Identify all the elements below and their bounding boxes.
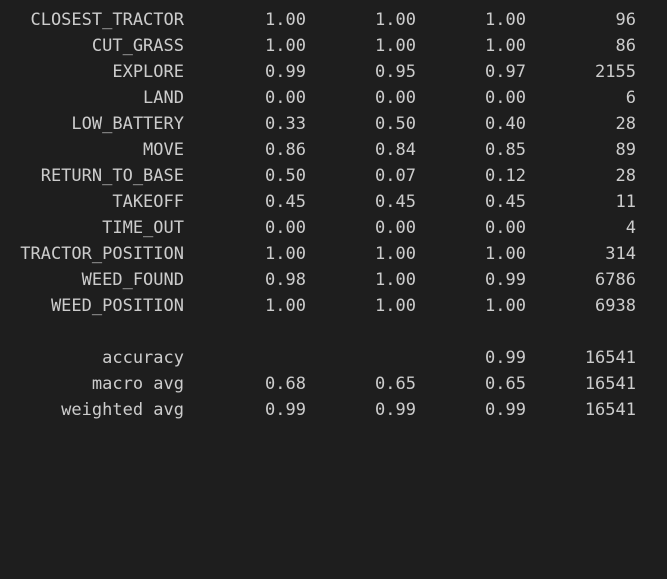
- recall-value: 0.45: [375, 192, 416, 212]
- report-row: EXPLORE 0.99 0.95 0.97 2155: [0, 59, 667, 85]
- report-row: CLOSEST_TRACTOR 1.00 1.00 1.00 96: [0, 7, 667, 33]
- class-label: CLOSEST_TRACTOR: [30, 10, 184, 30]
- f1-value: 0.99: [485, 400, 526, 420]
- f1-value: 0.00: [485, 88, 526, 108]
- summary-label: macro avg: [91, 374, 184, 394]
- support-value: 314: [605, 244, 636, 264]
- recall-value: 0.00: [375, 88, 416, 108]
- summary-label: weighted avg: [61, 400, 184, 420]
- recall-value: 1.00: [375, 10, 416, 30]
- f1-value: 0.99: [485, 270, 526, 290]
- f1-value: 0.97: [485, 62, 526, 82]
- support-value: 6938: [595, 296, 636, 316]
- class-label: EXPLORE: [112, 62, 184, 82]
- report-row: LOW_BATTERY 0.33 0.50 0.40 28: [0, 111, 667, 137]
- report-row: LAND 0.00 0.00 0.00 6: [0, 85, 667, 111]
- support-value: 89: [615, 140, 636, 160]
- precision-value: 1.00: [265, 244, 306, 264]
- support-value: 16541: [584, 374, 636, 394]
- class-label: TIME_OUT: [102, 218, 184, 238]
- support-value: 28: [615, 114, 636, 134]
- blank-line: [0, 319, 667, 345]
- precision-value: 0.86: [265, 140, 306, 160]
- precision-value: 0.50: [265, 166, 306, 186]
- summary-row-accuracy: accuracy 0.99 16541: [0, 345, 667, 371]
- recall-value: 1.00: [375, 296, 416, 316]
- precision-value: 0.33: [265, 114, 306, 134]
- f1-value: 1.00: [485, 36, 526, 56]
- class-label: CUT_GRASS: [91, 36, 184, 56]
- report-row: TRACTOR_POSITION 1.00 1.00 1.00 314: [0, 241, 667, 267]
- recall-value: 0.00: [375, 218, 416, 238]
- precision-value: 0.99: [265, 62, 306, 82]
- class-label: MOVE: [143, 140, 184, 160]
- report-row: RETURN_TO_BASE 0.50 0.07 0.12 28: [0, 163, 667, 189]
- class-label: WEED_POSITION: [50, 296, 184, 316]
- f1-value: 0.00: [485, 218, 526, 238]
- support-value: 86: [615, 36, 636, 56]
- report-row: CUT_GRASS 1.00 1.00 1.00 86: [0, 33, 667, 59]
- f1-value: 0.12: [485, 166, 526, 186]
- recall-value: 0.65: [375, 374, 416, 394]
- class-label: TAKEOFF: [112, 192, 184, 212]
- support-value: 28: [615, 166, 636, 186]
- precision-value: 1.00: [265, 296, 306, 316]
- support-value: 2155: [595, 62, 636, 82]
- support-value: 16541: [584, 400, 636, 420]
- recall-value: 1.00: [375, 270, 416, 290]
- precision-value: 0.00: [265, 88, 306, 108]
- precision-value: 0.00: [265, 218, 306, 238]
- f1-value: 0.65: [485, 374, 526, 394]
- report-row: WEED_POSITION 1.00 1.00 1.00 6938: [0, 293, 667, 319]
- support-value: 11: [615, 192, 636, 212]
- f1-value: 0.99: [485, 348, 526, 368]
- f1-value: 1.00: [485, 10, 526, 30]
- report-row: TAKEOFF 0.45 0.45 0.45 11: [0, 189, 667, 215]
- f1-value: 0.45: [485, 192, 526, 212]
- f1-value: 0.40: [485, 114, 526, 134]
- class-label: LAND: [143, 88, 184, 108]
- summary-label: accuracy: [102, 348, 184, 368]
- support-value: 96: [615, 10, 636, 30]
- report-row: TIME_OUT 0.00 0.00 0.00 4: [0, 215, 667, 241]
- class-label: WEED_FOUND: [81, 270, 184, 290]
- precision-value: 1.00: [265, 10, 306, 30]
- precision-value: 0.45: [265, 192, 306, 212]
- report-row: MOVE 0.86 0.84 0.85 89: [0, 137, 667, 163]
- recall-value: 0.84: [375, 140, 416, 160]
- recall-value: 0.50: [375, 114, 416, 134]
- recall-value: 0.99: [375, 400, 416, 420]
- summary-row-macro-avg: macro avg 0.68 0.65 0.65 16541: [0, 371, 667, 397]
- f1-value: 1.00: [485, 296, 526, 316]
- support-value: 4: [625, 218, 636, 238]
- precision-value: 0.68: [265, 374, 306, 394]
- precision-value: 0.99: [265, 400, 306, 420]
- recall-value: 1.00: [375, 36, 416, 56]
- f1-value: 1.00: [485, 244, 526, 264]
- precision-value: 1.00: [265, 36, 306, 56]
- support-value: 6: [625, 88, 636, 108]
- support-value: 16541: [584, 348, 636, 368]
- support-value: 6786: [595, 270, 636, 290]
- classification-report: CLOSEST_TRACTOR 1.00 1.00 1.00 96 CUT_GR…: [0, 7, 667, 423]
- summary-row-weighted-avg: weighted avg 0.99 0.99 0.99 16541: [0, 397, 667, 423]
- class-label: TRACTOR_POSITION: [20, 244, 184, 264]
- class-label: RETURN_TO_BASE: [40, 166, 184, 186]
- recall-value: 1.00: [375, 244, 416, 264]
- report-row: WEED_FOUND 0.98 1.00 0.99 6786: [0, 267, 667, 293]
- recall-value: 0.95: [375, 62, 416, 82]
- f1-value: 0.85: [485, 140, 526, 160]
- class-label: LOW_BATTERY: [71, 114, 184, 134]
- precision-value: 0.98: [265, 270, 306, 290]
- recall-value: 0.07: [375, 166, 416, 186]
